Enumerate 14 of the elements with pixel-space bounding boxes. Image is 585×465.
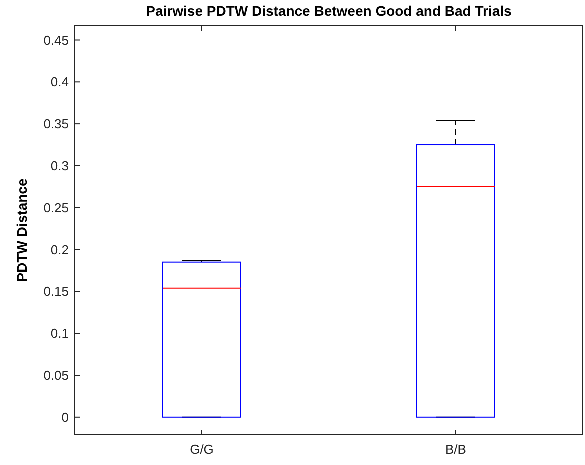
y-tick-label: 0.35 xyxy=(44,116,69,132)
y-axis-title: PDTW Distance xyxy=(14,178,30,282)
y-tick-label: 0.15 xyxy=(44,284,69,300)
x-tick-label: G/G xyxy=(190,442,214,457)
y-tick-label: 0.2 xyxy=(50,242,69,258)
y-tick-label: 0 xyxy=(62,410,69,425)
y-tick-label: 0.4 xyxy=(50,74,69,90)
y-tick-label: 0.05 xyxy=(44,368,69,384)
y-tick-label: 0.3 xyxy=(50,158,69,174)
y-tick-label: 0.45 xyxy=(44,32,69,48)
x-tick-label: B/B xyxy=(446,442,466,457)
chart-title: Pairwise PDTW Distance Between Good and Bad Trials xyxy=(146,3,512,19)
y-tick-label: 0.1 xyxy=(50,326,69,342)
y-tick-label: 0.25 xyxy=(44,200,69,216)
